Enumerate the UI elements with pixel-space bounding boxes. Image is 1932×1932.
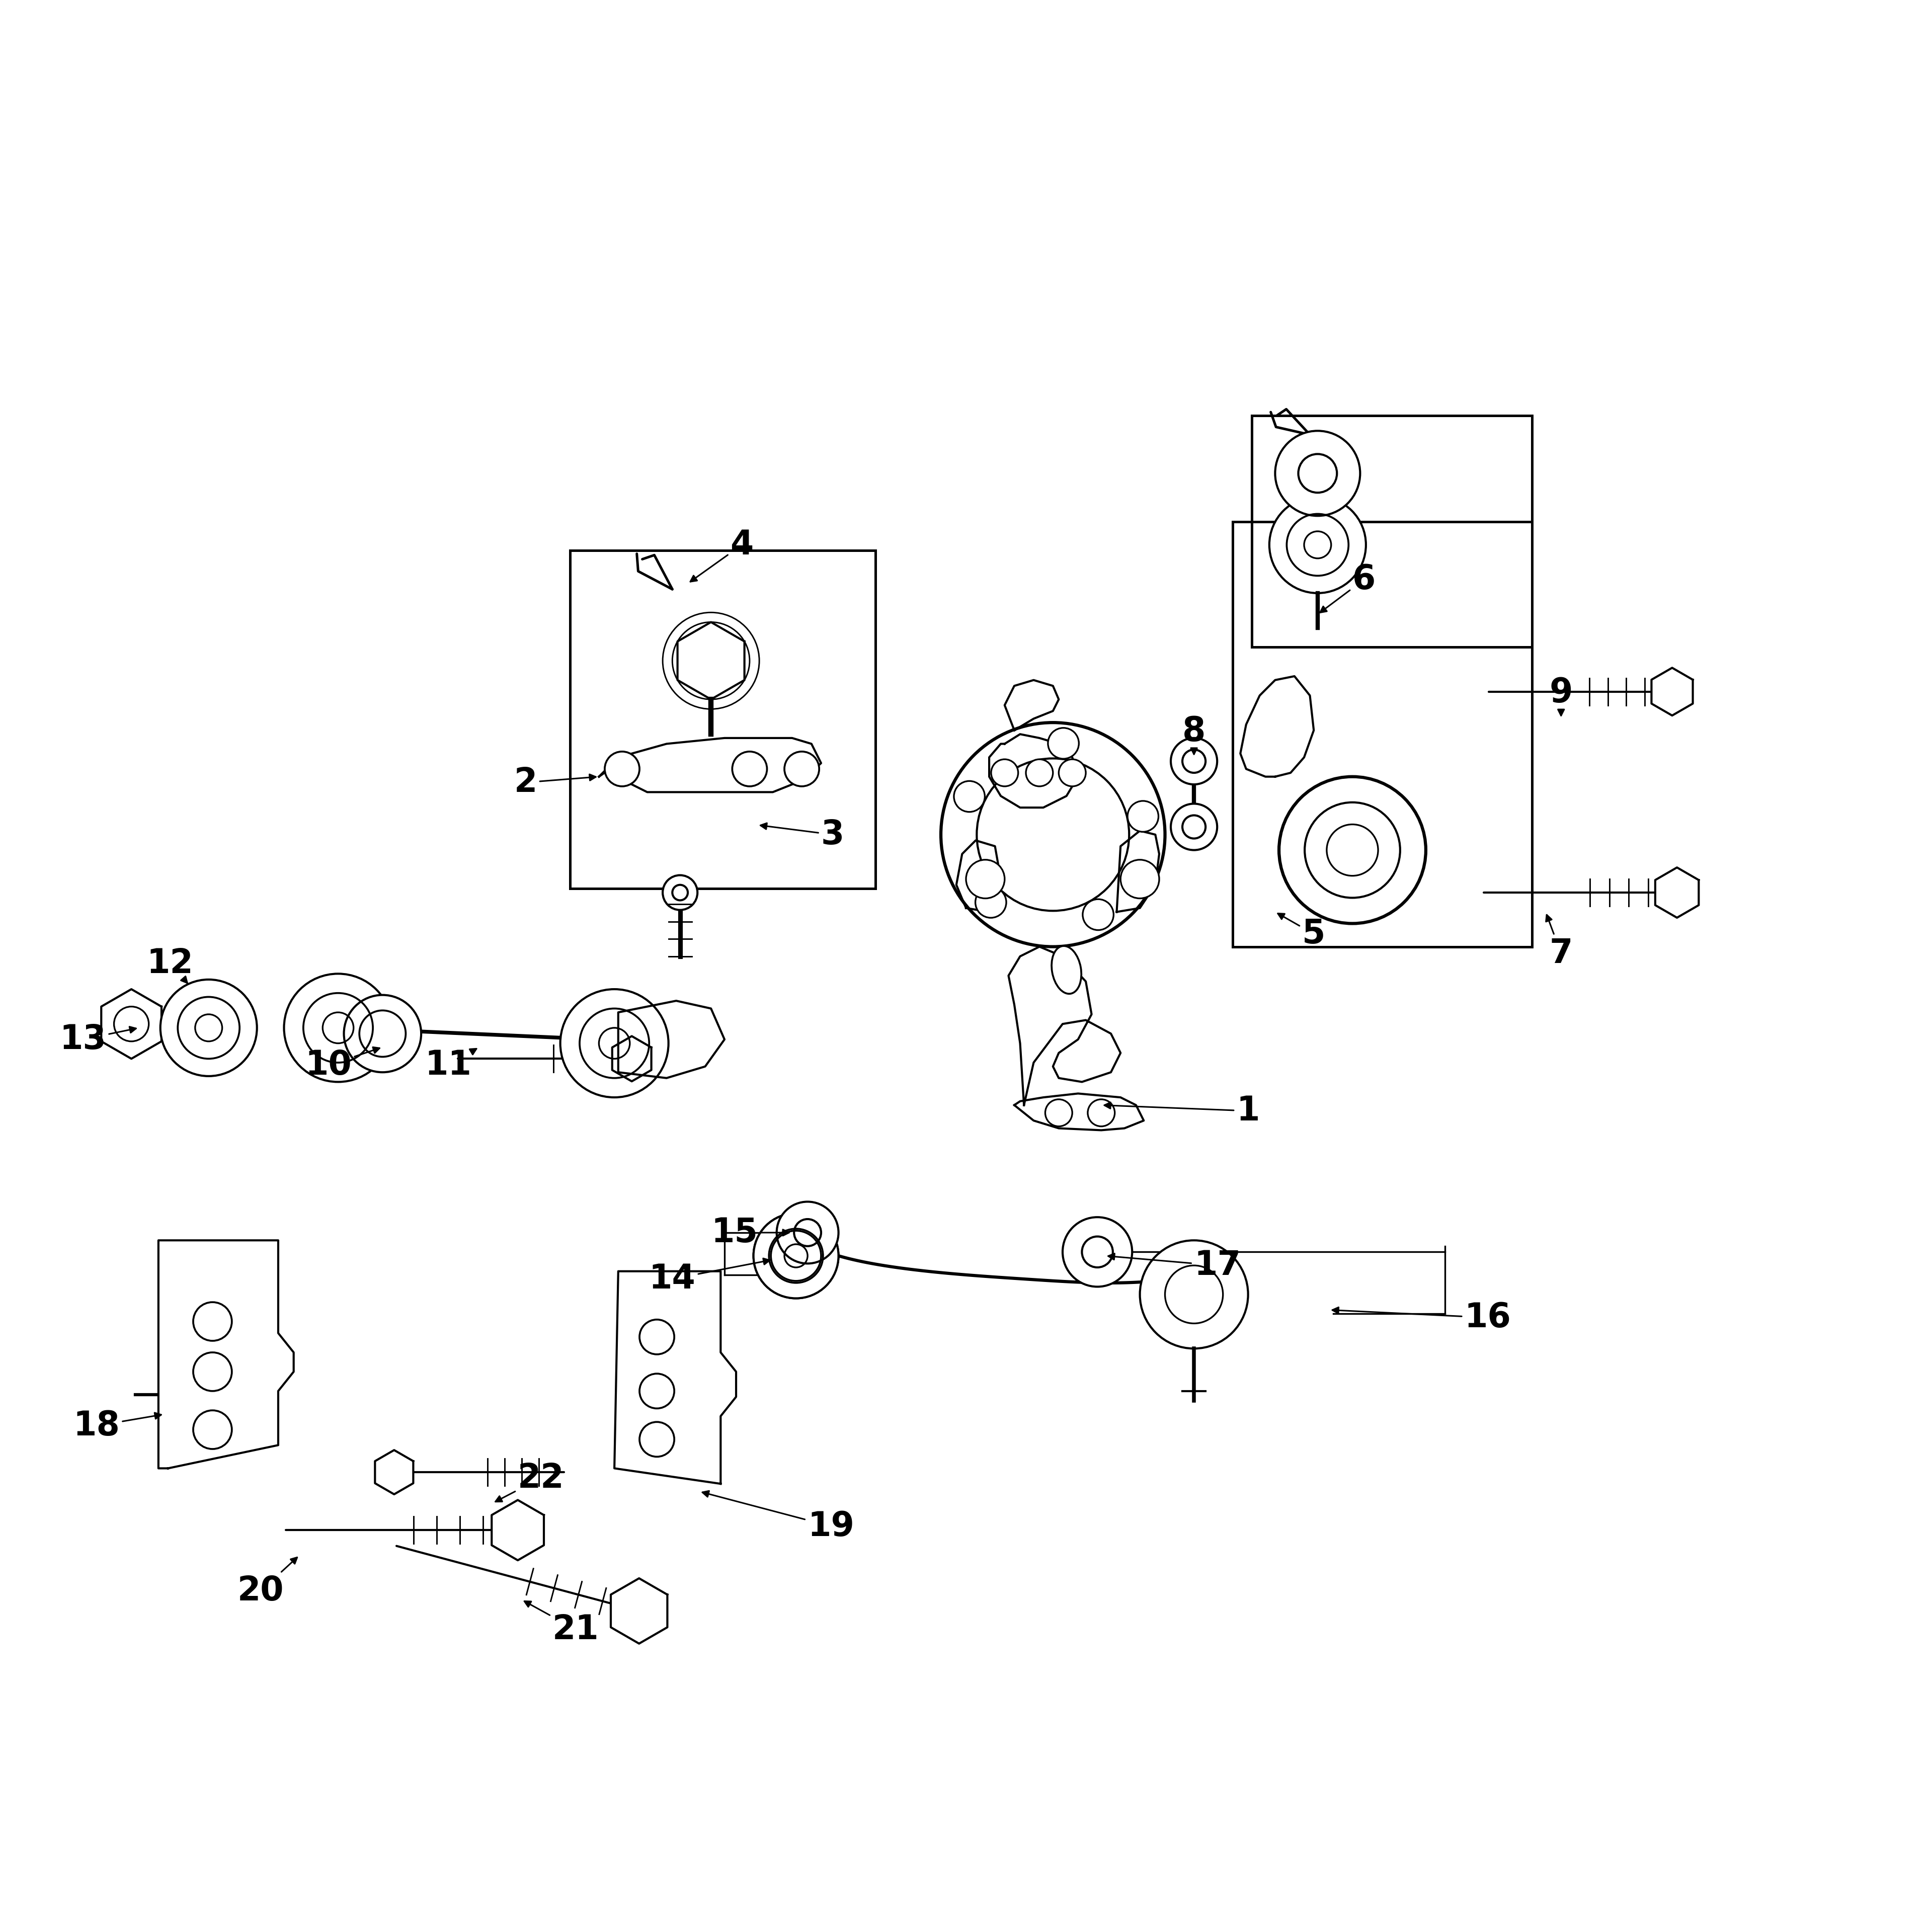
Polygon shape bbox=[599, 738, 821, 792]
Circle shape bbox=[663, 612, 759, 709]
Polygon shape bbox=[618, 1001, 725, 1078]
Text: 2: 2 bbox=[514, 765, 595, 800]
Polygon shape bbox=[611, 1578, 667, 1644]
Circle shape bbox=[954, 781, 985, 811]
Circle shape bbox=[1279, 777, 1426, 923]
Circle shape bbox=[284, 974, 392, 1082]
Text: 15: 15 bbox=[711, 1215, 788, 1250]
Circle shape bbox=[1026, 759, 1053, 786]
Polygon shape bbox=[491, 1499, 545, 1561]
Text: 1: 1 bbox=[1105, 1094, 1260, 1128]
Text: 14: 14 bbox=[649, 1258, 769, 1296]
Circle shape bbox=[160, 980, 257, 1076]
Circle shape bbox=[1140, 1240, 1248, 1349]
Text: 7: 7 bbox=[1546, 916, 1573, 970]
Circle shape bbox=[784, 752, 819, 786]
Bar bbox=[1233, 522, 1532, 947]
Circle shape bbox=[193, 1302, 232, 1341]
Circle shape bbox=[560, 989, 668, 1097]
Text: 22: 22 bbox=[495, 1461, 564, 1501]
Circle shape bbox=[605, 752, 639, 786]
Polygon shape bbox=[100, 989, 162, 1059]
Circle shape bbox=[1269, 497, 1366, 593]
Circle shape bbox=[941, 723, 1165, 947]
Polygon shape bbox=[1240, 676, 1314, 777]
Text: 4: 4 bbox=[690, 527, 753, 582]
Text: 18: 18 bbox=[73, 1408, 160, 1443]
Text: 20: 20 bbox=[238, 1557, 298, 1607]
Circle shape bbox=[193, 1352, 232, 1391]
Text: 9: 9 bbox=[1549, 676, 1573, 715]
Circle shape bbox=[1082, 898, 1113, 929]
Circle shape bbox=[777, 1202, 838, 1264]
Bar bbox=[570, 551, 875, 889]
Polygon shape bbox=[989, 734, 1078, 808]
Circle shape bbox=[753, 1213, 838, 1298]
Polygon shape bbox=[614, 1271, 736, 1484]
Circle shape bbox=[639, 1374, 674, 1408]
Circle shape bbox=[753, 1213, 838, 1298]
Polygon shape bbox=[1656, 867, 1698, 918]
Polygon shape bbox=[678, 622, 744, 699]
Polygon shape bbox=[1009, 947, 1121, 1105]
Polygon shape bbox=[956, 840, 1001, 912]
Text: 11: 11 bbox=[425, 1049, 477, 1082]
Polygon shape bbox=[1014, 1094, 1144, 1130]
Bar bbox=[1252, 415, 1532, 647]
Text: 10: 10 bbox=[305, 1047, 379, 1082]
Circle shape bbox=[976, 887, 1007, 918]
Text: 16: 16 bbox=[1333, 1300, 1511, 1335]
Polygon shape bbox=[1652, 668, 1692, 715]
Circle shape bbox=[663, 875, 697, 910]
Circle shape bbox=[193, 1410, 232, 1449]
Circle shape bbox=[1063, 1217, 1132, 1287]
Circle shape bbox=[1121, 860, 1159, 898]
Circle shape bbox=[1171, 738, 1217, 784]
Circle shape bbox=[639, 1320, 674, 1354]
Circle shape bbox=[1047, 728, 1078, 759]
Circle shape bbox=[1128, 802, 1159, 833]
Circle shape bbox=[1088, 1099, 1115, 1126]
Text: 12: 12 bbox=[147, 947, 193, 983]
Text: 17: 17 bbox=[1109, 1248, 1240, 1283]
Circle shape bbox=[1059, 759, 1086, 786]
Circle shape bbox=[344, 995, 421, 1072]
Polygon shape bbox=[375, 1451, 413, 1493]
Text: 13: 13 bbox=[60, 1022, 135, 1057]
Polygon shape bbox=[158, 1240, 294, 1468]
Circle shape bbox=[1045, 1099, 1072, 1126]
Text: 3: 3 bbox=[761, 817, 844, 852]
Ellipse shape bbox=[1051, 947, 1082, 993]
Circle shape bbox=[1171, 804, 1217, 850]
Polygon shape bbox=[1005, 680, 1059, 730]
Polygon shape bbox=[1117, 831, 1159, 912]
Circle shape bbox=[966, 860, 1005, 898]
Text: 6: 6 bbox=[1320, 562, 1376, 612]
Text: 8: 8 bbox=[1182, 715, 1206, 753]
Text: 21: 21 bbox=[524, 1602, 599, 1646]
Circle shape bbox=[1275, 431, 1360, 516]
Text: 5: 5 bbox=[1277, 914, 1325, 951]
Circle shape bbox=[639, 1422, 674, 1457]
Polygon shape bbox=[612, 1036, 651, 1082]
Text: 19: 19 bbox=[703, 1492, 854, 1544]
Circle shape bbox=[732, 752, 767, 786]
Circle shape bbox=[991, 759, 1018, 786]
